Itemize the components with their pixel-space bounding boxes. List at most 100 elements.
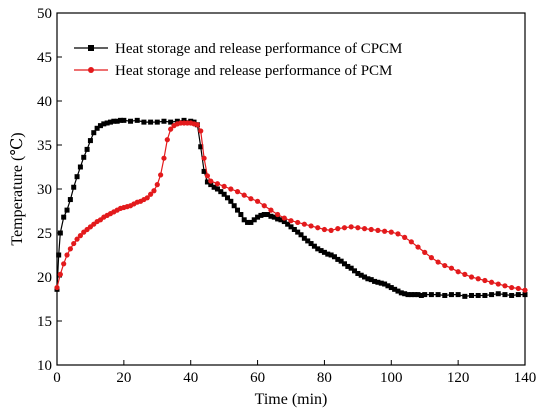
data-point-cpcm — [265, 212, 271, 218]
data-point-pcm — [168, 126, 174, 132]
data-point-cpcm — [248, 219, 254, 225]
data-point-cpcm — [378, 280, 384, 286]
data-point-pcm — [151, 188, 157, 194]
legend-marker-pcm — [88, 67, 94, 73]
data-point-cpcm — [107, 119, 113, 125]
data-point-cpcm — [328, 252, 334, 258]
legend-marker-cpcm — [88, 45, 94, 51]
data-point-cpcm — [455, 292, 461, 298]
data-point-pcm — [204, 173, 211, 179]
data-point-cpcm — [228, 198, 234, 204]
data-point-pcm — [462, 271, 468, 277]
data-point-cpcm — [211, 184, 217, 190]
data-point-cpcm — [368, 277, 374, 283]
data-point-cpcm — [104, 120, 110, 126]
data-point-cpcm — [428, 292, 434, 298]
data-point-cpcm — [435, 292, 441, 298]
data-point-cpcm — [251, 217, 257, 223]
data-point-pcm — [468, 274, 475, 280]
data-point-pcm — [77, 233, 83, 239]
data-point-cpcm — [57, 230, 63, 236]
x-tick-label: 0 — [53, 370, 61, 386]
data-point-cpcm — [214, 186, 220, 192]
data-point-cpcm — [348, 265, 354, 271]
data-point-cpcm — [372, 278, 378, 284]
data-point-pcm — [388, 229, 394, 235]
data-point-pcm — [154, 182, 160, 188]
data-point-pcm — [74, 236, 80, 242]
data-point-cpcm — [77, 164, 83, 170]
x-tick-label: 120 — [447, 370, 470, 386]
data-point-cpcm — [448, 292, 454, 298]
data-point-pcm — [395, 231, 401, 237]
x-tick-label: 40 — [183, 370, 198, 386]
data-point-pcm — [375, 227, 381, 233]
data-point-pcm — [288, 218, 294, 224]
data-point-pcm — [221, 183, 227, 189]
data-point-cpcm — [388, 285, 394, 291]
legend-label-pcm: Heat storage and release performance of … — [115, 63, 392, 79]
data-point-cpcm — [301, 235, 307, 241]
data-point-pcm — [275, 211, 281, 218]
x-tick-label: 100 — [380, 370, 403, 386]
data-point-cpcm — [509, 292, 515, 298]
data-point-pcm — [502, 283, 508, 289]
data-point-cpcm — [352, 268, 358, 274]
data-point-pcm — [71, 240, 77, 247]
data-point-cpcm — [101, 121, 107, 127]
data-point-cpcm — [121, 117, 127, 123]
y-tick-label: 20 — [37, 270, 52, 286]
data-point-cpcm — [291, 226, 297, 232]
data-point-pcm — [61, 261, 67, 267]
data-point-pcm — [158, 172, 164, 178]
data-point-pcm — [482, 277, 488, 284]
data-point-cpcm — [305, 238, 311, 244]
data-point-cpcm — [198, 144, 204, 150]
data-point-cpcm — [315, 246, 321, 252]
data-point-cpcm — [278, 217, 284, 223]
data-point-cpcm — [515, 292, 521, 298]
data-point-pcm — [335, 226, 341, 232]
data-point-cpcm — [415, 292, 421, 298]
data-point-cpcm — [218, 189, 224, 195]
data-point-pcm — [415, 244, 421, 250]
data-point-cpcm — [94, 125, 100, 131]
y-tick-label: 10 — [37, 358, 52, 374]
data-point-pcm — [321, 226, 328, 233]
data-point-cpcm — [308, 241, 314, 247]
data-point-pcm — [214, 181, 221, 187]
data-point-cpcm — [318, 248, 324, 254]
data-point-pcm — [241, 192, 247, 198]
data-point-cpcm — [412, 292, 418, 298]
data-point-cpcm — [231, 203, 237, 209]
data-point-pcm — [315, 225, 321, 231]
data-point-cpcm — [181, 117, 187, 123]
data-point-cpcm — [268, 213, 274, 219]
legend-label-cpcm: Heat storage and release performance of … — [115, 41, 402, 57]
data-point-cpcm — [148, 119, 154, 125]
data-point-cpcm — [161, 118, 167, 124]
y-tick-label: 15 — [37, 314, 52, 330]
data-point-pcm — [281, 215, 287, 221]
data-point-cpcm — [311, 243, 317, 249]
data-point-pcm — [522, 287, 528, 293]
x-tick-label: 60 — [250, 370, 265, 386]
data-point-pcm — [57, 271, 63, 277]
data-point-pcm — [368, 226, 374, 233]
data-point-cpcm — [67, 197, 73, 203]
data-point-cpcm — [235, 207, 241, 213]
data-point-cpcm — [475, 292, 481, 298]
data-point-cpcm — [258, 212, 264, 218]
data-point-cpcm — [395, 288, 401, 294]
data-point-cpcm — [385, 283, 391, 289]
data-point-cpcm — [261, 212, 267, 218]
data-point-cpcm — [495, 291, 501, 297]
data-point-pcm — [402, 234, 408, 240]
data-point-pcm — [228, 186, 234, 192]
data-point-pcm — [198, 128, 204, 134]
data-point-pcm — [194, 122, 200, 128]
data-point-cpcm — [489, 292, 495, 298]
data-point-pcm — [148, 191, 154, 197]
data-point-cpcm — [87, 138, 93, 144]
data-point-cpcm — [358, 272, 364, 278]
